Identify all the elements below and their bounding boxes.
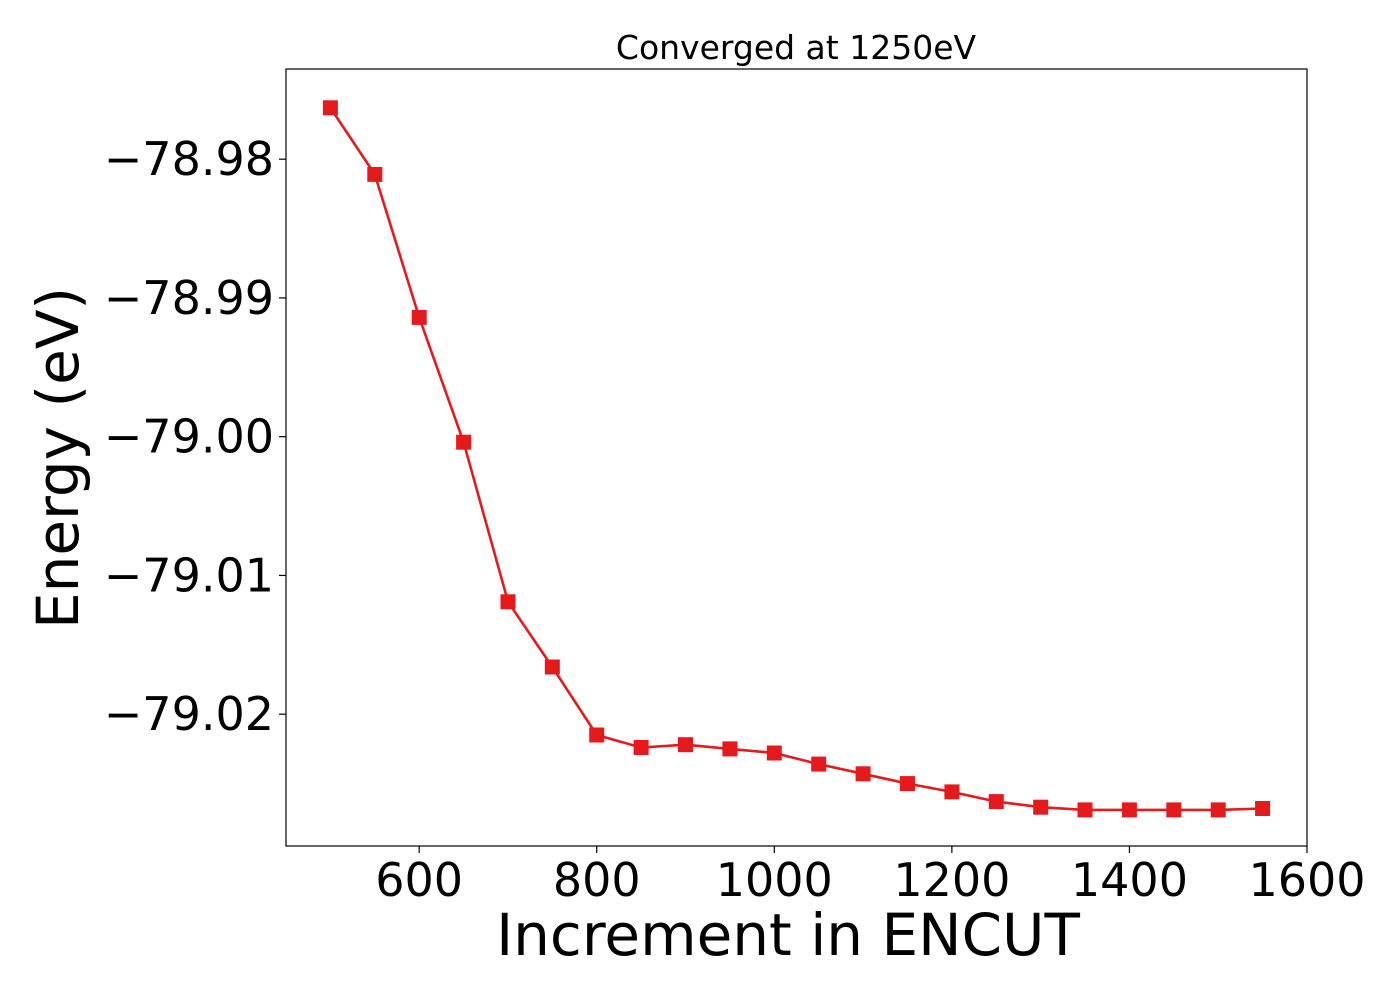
y-tick-label: −79.00 bbox=[104, 410, 274, 464]
x-tick-label: 800 bbox=[553, 853, 641, 907]
data-point bbox=[900, 776, 915, 792]
data-point bbox=[322, 100, 338, 116]
y-tick-label: −78.98 bbox=[104, 132, 274, 186]
chart-title: Converged at 1250eV bbox=[616, 28, 977, 67]
data-point bbox=[766, 745, 782, 761]
y-axis-label: Energy (eV) bbox=[24, 287, 92, 629]
series-line bbox=[329, 107, 1263, 812]
x-axis: 600 800 1000 1200 1400 1600 bbox=[375, 846, 1366, 907]
x-tick-label: 1200 bbox=[893, 853, 1010, 907]
y-tick-label: −79.02 bbox=[104, 687, 274, 741]
data-point bbox=[944, 784, 960, 800]
x-tick-label: 1400 bbox=[1071, 853, 1188, 907]
data-point bbox=[811, 756, 827, 772]
data-point bbox=[1210, 802, 1226, 818]
data-point bbox=[367, 166, 383, 182]
y-tick-label: −79.01 bbox=[104, 548, 274, 602]
plot-area bbox=[322, 100, 1271, 818]
data-point bbox=[678, 737, 693, 753]
data-point bbox=[633, 740, 649, 755]
data-point bbox=[722, 741, 738, 757]
data-point bbox=[589, 727, 605, 743]
data-point bbox=[411, 309, 427, 325]
data-point bbox=[1255, 801, 1271, 816]
x-tick-label: 600 bbox=[375, 853, 463, 907]
data-point bbox=[456, 434, 472, 450]
y-tick-label: −78.99 bbox=[104, 271, 274, 325]
x-tick-label: 1600 bbox=[1248, 853, 1365, 907]
x-tick-label: 1000 bbox=[716, 853, 833, 907]
data-point bbox=[1033, 799, 1049, 815]
y-axis: −78.98 −78.99 −79.00 −79.01 −79.02 bbox=[104, 132, 286, 741]
data-point bbox=[855, 766, 871, 782]
data-point bbox=[544, 659, 560, 675]
data-point bbox=[988, 794, 1004, 810]
data-point bbox=[1121, 802, 1137, 818]
data-point bbox=[1077, 802, 1093, 818]
data-point bbox=[500, 594, 516, 610]
plot-frame bbox=[285, 68, 1308, 847]
x-axis-label: Increment in ENCUT bbox=[496, 901, 1080, 969]
data-point bbox=[1166, 802, 1182, 818]
